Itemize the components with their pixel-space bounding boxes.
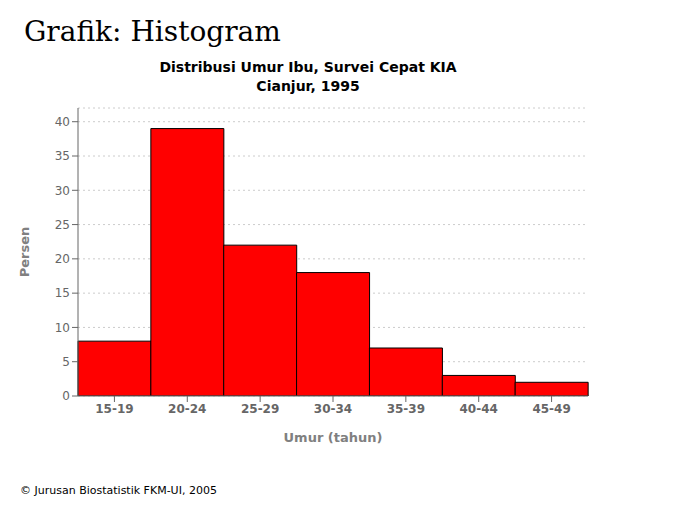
svg-text:15-19: 15-19 bbox=[95, 402, 133, 416]
svg-text:Persen: Persen bbox=[17, 227, 32, 278]
svg-text:40-44: 40-44 bbox=[460, 402, 498, 416]
svg-text:35: 35 bbox=[55, 149, 70, 163]
svg-text:0: 0 bbox=[62, 389, 70, 403]
svg-text:40: 40 bbox=[55, 115, 70, 129]
svg-text:35-39: 35-39 bbox=[387, 402, 425, 416]
html-text:Grafik: Histogram: Grafik: Histogram bbox=[24, 15, 281, 48]
html-text:Distribusi Umur Ibu, Survei Ce: Distribusi Umur Ibu, Survei Cepat KIA bbox=[159, 59, 457, 75]
svg-text:15: 15 bbox=[55, 286, 70, 300]
svg-text:5: 5 bbox=[62, 355, 70, 369]
svg-text:25-29: 25-29 bbox=[241, 402, 279, 416]
html-text:© Jurusan Biostatistik FKM-UI,: © Jurusan Biostatistik FKM-UI, 2005 bbox=[20, 484, 217, 497]
svg-text:30-34: 30-34 bbox=[314, 402, 352, 416]
svg-text:10: 10 bbox=[55, 321, 70, 335]
html-text:Cianjur, 1995: Cianjur, 1995 bbox=[256, 78, 360, 94]
svg-text:25: 25 bbox=[55, 218, 70, 232]
svg-text:20-24: 20-24 bbox=[168, 402, 206, 416]
svg-text:Umur (tahun): Umur (tahun) bbox=[284, 430, 383, 445]
svg-text:20: 20 bbox=[55, 252, 70, 266]
svg-text:45-49: 45-49 bbox=[532, 402, 570, 416]
svg-text:30: 30 bbox=[55, 184, 70, 198]
